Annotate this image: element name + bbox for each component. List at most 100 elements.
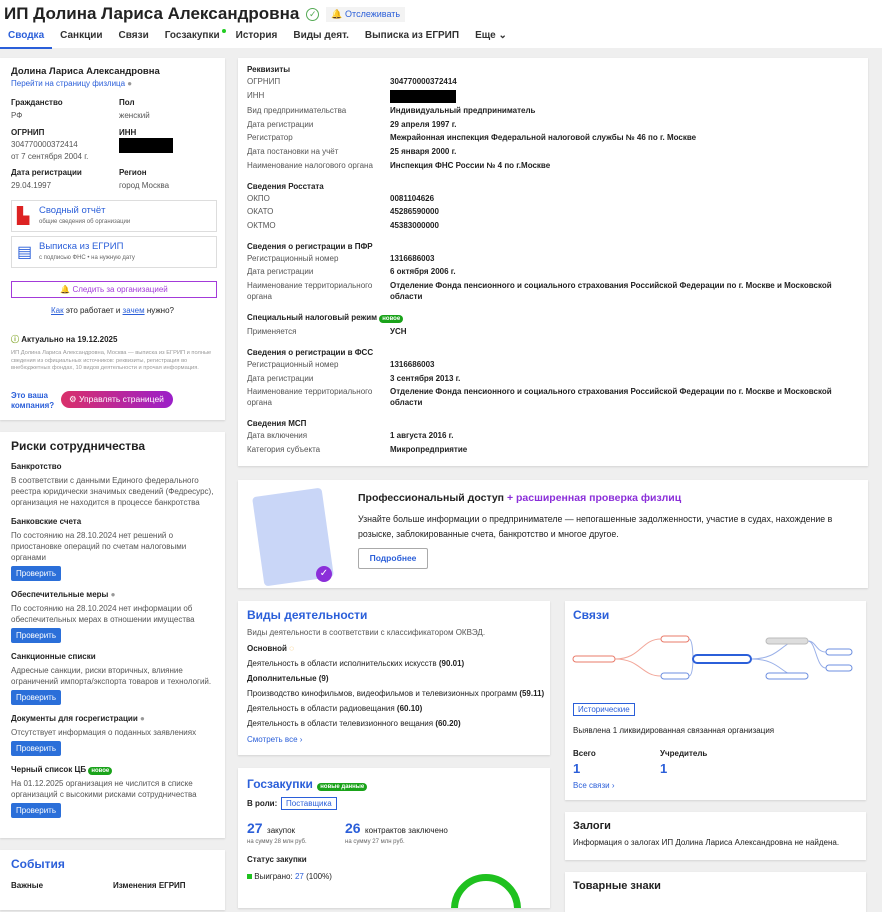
label: закупок — [267, 826, 296, 835]
check-button[interactable]: Проверить — [11, 628, 62, 643]
value: РФ — [11, 111, 23, 120]
activity: Производство кинофильмов, видеофильмов и… — [247, 689, 518, 698]
sum: на сумму 27 млн руб. — [345, 839, 405, 845]
person-page-link[interactable]: Перейти на страницу физлица ● — [11, 79, 132, 88]
requisite-row: Дата регистрации 29 апреля 1997 г. — [247, 119, 859, 130]
row-value-cell: 45286590000 — [390, 206, 859, 217]
value: 29.04.1997 — [11, 181, 52, 190]
row-label: ОКПО — [247, 193, 270, 203]
why-link[interactable]: зачем — [122, 306, 145, 315]
risk-title: Черный список ЦБ — [11, 765, 87, 774]
your-company-link[interactable]: Это ваша компания? — [11, 391, 55, 410]
events-important[interactable]: Важные — [11, 881, 44, 890]
row-label: Дата включения — [247, 431, 308, 441]
subtitle: Виды деятельности в соответствии с класс… — [247, 628, 486, 637]
requisite-row: Регистрационный номер 1316686003 — [247, 359, 859, 370]
button-label: Следить за организацией — [72, 285, 168, 294]
egrip-extract-button[interactable]: ▤ Выписка из ЕГРИП с подписью ФНС • на н… — [11, 236, 217, 268]
row-value-cell: Инспекция ФНС России № 4 по г.Москве — [390, 160, 859, 171]
label: Учредитель — [660, 749, 708, 758]
row-value: 45286590000 — [390, 207, 439, 217]
value[interactable]: 1 — [660, 761, 668, 776]
check-button[interactable]: Проверить — [11, 803, 62, 818]
how-link[interactable]: Как — [51, 306, 64, 315]
manage-page-button[interactable]: ⚙ Управлять страницей — [61, 391, 173, 408]
risk-text: На 01.12.2025 организация не числится в … — [11, 779, 197, 799]
requisite-row: ОКПО 0081104626 — [247, 193, 859, 204]
check-button[interactable]: Проверить — [11, 566, 62, 581]
new-badge: новое — [88, 767, 113, 775]
row-value-cell: 0081104626 — [390, 193, 859, 204]
row-value: Инспекция ФНС России № 4 по г.Москве — [390, 160, 551, 170]
link-text: Смотреть все — [247, 735, 298, 744]
requisite-row: Дата регистрации 3 сентября 2013 г. — [247, 373, 859, 384]
row-value: 6 октября 2006 г. — [390, 267, 456, 277]
row-value: 25 января 2000 г. — [390, 146, 457, 156]
events-egrip-changes[interactable]: Изменения ЕГРИП — [113, 881, 186, 890]
label: Регион — [119, 168, 147, 177]
risk-text: По состоянию на 28.10.2024 нет информаци… — [11, 604, 195, 624]
section-heading: Сведения о регистрации в ФСС — [247, 347, 859, 358]
risk-item: Черный список ЦБ новое На 01.12.2025 орга… — [11, 765, 219, 818]
count: 27 — [247, 820, 263, 836]
title-bar: ИП Долина Лариса Александровна ✓ 🔔 Отсле… — [4, 4, 406, 24]
see-all-link[interactable]: Смотреть все › — [247, 735, 303, 744]
button-title: Выписка из ЕГРИП — [39, 241, 124, 252]
row-value-cell — [390, 89, 859, 103]
requisite-row: Регистрационный номер 1316686003 — [247, 253, 859, 264]
risk-item: Документы для госрегистрации ● Отсутствуе… — [11, 714, 219, 756]
row-value-cell: Отделение Фонда пенсионного и социальног… — [390, 280, 859, 302]
procurement-card: Госзакупки новые данные В роли: Поставщи… — [238, 768, 550, 908]
button-label: Управлять страницей — [79, 394, 164, 404]
tab-links[interactable]: Связи — [118, 30, 149, 41]
follow-button[interactable]: 🔔 Отслеживать — [326, 6, 406, 22]
more-button[interactable]: Подробнее — [358, 548, 428, 569]
tab-summary[interactable]: Сводка — [0, 28, 53, 49]
tab-sanctions[interactable]: Санкции — [60, 30, 103, 41]
section-heading: Специальный налоговый режим новое — [247, 312, 859, 325]
requisite-row: ИНН — [247, 89, 859, 103]
requisites-list: Реквизиты ОГРНИП 304770000372414 ИНН Вид пре… — [247, 64, 859, 457]
heading-text: Сведения Росстата — [247, 181, 324, 191]
section-title: Риски сотрудничества — [11, 439, 146, 453]
value: 304770000372414 — [11, 140, 78, 149]
role-select[interactable]: Поставщика — [281, 797, 337, 810]
new-badge: новые данные — [317, 783, 368, 791]
row-value-cell: 304770000372414 — [390, 76, 859, 87]
pdf-icon: ▙ — [17, 208, 30, 225]
tab-egrip[interactable]: Выписка из ЕГРИП — [364, 30, 460, 41]
section-title: Виды деятельности — [247, 608, 368, 622]
help-icon: ◌ — [289, 644, 294, 653]
all-links-link[interactable]: Все связи › — [573, 781, 615, 790]
label: В роли: — [247, 799, 278, 808]
requisite-row: ОКАТО 45286590000 — [247, 206, 859, 217]
historical-toggle[interactable]: Исторические — [573, 703, 635, 716]
risk-item: Санкционные списки Адресные санкции, риск… — [11, 652, 219, 705]
row-value-cell: 29 апреля 1997 г. — [390, 119, 859, 130]
value[interactable]: 1 — [573, 761, 581, 776]
requisite-row: Вид предпринимательства Индивидуальный пр… — [247, 105, 859, 116]
legend-swatch — [247, 874, 252, 879]
row-value-cell: УСН — [390, 326, 859, 337]
tab-more[interactable]: Еще ⌄ — [467, 28, 515, 53]
label: ИНН — [119, 128, 137, 137]
page-title: ИП Долина Лариса Александровна — [4, 4, 300, 23]
tab-label: Госзакупки — [164, 30, 220, 41]
row-label: Наименование территориального органа — [247, 280, 373, 301]
pro-access-banner: ✓ Профессиональный доступ + расширенная … — [238, 480, 868, 588]
new-badge: новое — [379, 314, 404, 323]
text: это работает и — [63, 306, 123, 315]
row-label: ОКТМО — [247, 220, 276, 230]
heading-text: Реквизиты — [247, 65, 291, 74]
label: Выиграно: — [254, 872, 293, 881]
row-value-cell: 1316686003 — [390, 359, 859, 370]
tab-history[interactable]: История — [235, 30, 278, 41]
requisite-row: Дата постановки на учёт 25 января 2000 г. — [247, 146, 859, 157]
summary-report-button[interactable]: ▙ Сводный отчёт общие сведения об органи… — [11, 200, 217, 232]
check-button[interactable]: Проверить — [11, 741, 62, 756]
check-button[interactable]: Проверить — [11, 690, 62, 705]
follow-org-button[interactable]: 🔔 Следить за организацией — [11, 281, 217, 298]
tab-procurement[interactable]: Госзакупки — [157, 28, 228, 53]
row-value: Межрайонная инспекция Федеральной налого… — [390, 133, 697, 143]
tab-activities[interactable]: Виды деят. — [293, 30, 349, 41]
